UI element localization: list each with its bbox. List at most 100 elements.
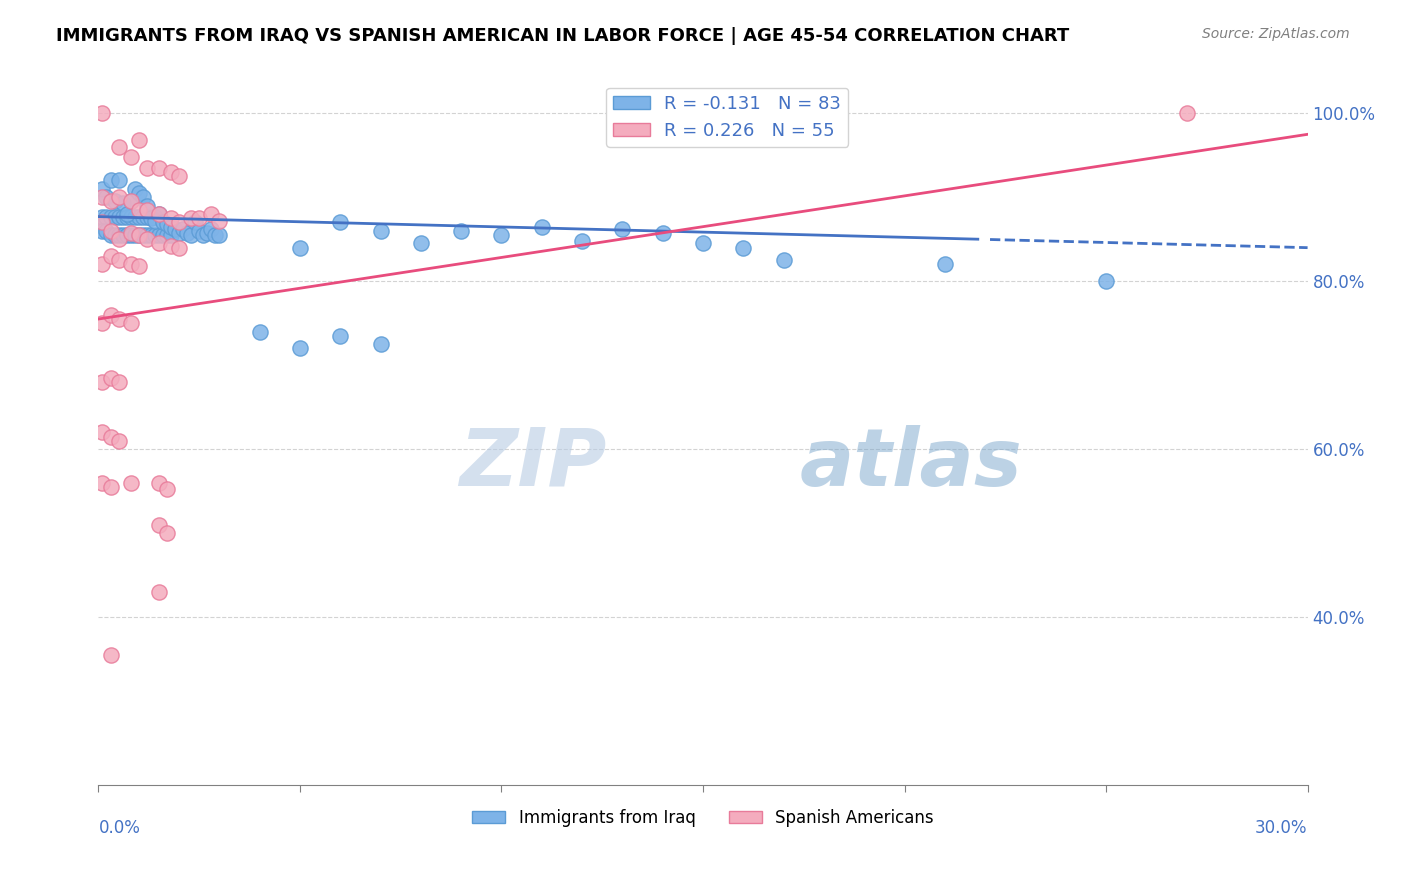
Point xyxy=(103,210,125,224)
Point xyxy=(91,316,114,330)
Point xyxy=(135,199,157,213)
Point xyxy=(91,475,114,490)
Point xyxy=(180,211,202,226)
Point xyxy=(128,228,150,243)
Point xyxy=(100,480,122,494)
Text: 30.0%: 30.0% xyxy=(1256,819,1308,837)
Point xyxy=(167,169,190,184)
Point xyxy=(288,241,311,255)
Point xyxy=(139,210,162,224)
Point xyxy=(208,214,231,228)
Point xyxy=(120,475,142,490)
Point xyxy=(96,210,118,224)
Point xyxy=(132,210,155,224)
Point xyxy=(107,140,129,154)
Point xyxy=(152,215,174,229)
Point xyxy=(204,228,226,243)
Point xyxy=(148,236,170,251)
Point xyxy=(100,429,122,443)
Point xyxy=(100,194,122,209)
Point xyxy=(156,217,179,231)
Point xyxy=(100,224,122,238)
Point xyxy=(188,224,211,238)
Point xyxy=(172,222,194,236)
Point xyxy=(200,207,222,221)
Point xyxy=(107,434,129,448)
Point xyxy=(96,224,118,238)
Point xyxy=(120,257,142,271)
Point xyxy=(128,133,150,147)
Point xyxy=(148,517,170,532)
Point xyxy=(115,210,138,224)
Point xyxy=(612,222,634,236)
Point xyxy=(156,228,179,243)
Point xyxy=(91,375,114,389)
Point xyxy=(107,253,129,268)
Point xyxy=(139,211,162,226)
Point xyxy=(651,226,673,240)
Point xyxy=(111,210,134,224)
Point xyxy=(91,425,114,440)
Point xyxy=(148,207,170,221)
Point xyxy=(143,214,166,228)
Point xyxy=(934,257,956,271)
Point xyxy=(91,190,114,204)
Point xyxy=(100,228,122,243)
Point xyxy=(249,325,271,339)
Point xyxy=(100,371,122,385)
Point xyxy=(124,182,146,196)
Point xyxy=(111,196,134,211)
Point xyxy=(107,210,129,224)
Point xyxy=(111,228,134,243)
Point xyxy=(91,257,114,271)
Point xyxy=(91,106,114,120)
Point xyxy=(135,210,157,224)
Point xyxy=(148,585,170,599)
Point xyxy=(128,210,150,224)
Point xyxy=(91,210,114,224)
Point xyxy=(491,228,513,243)
Point xyxy=(160,165,183,179)
Point xyxy=(100,249,122,263)
Text: Source: ZipAtlas.com: Source: ZipAtlas.com xyxy=(1202,27,1350,41)
Point xyxy=(107,173,129,187)
Point xyxy=(160,219,183,234)
Point xyxy=(120,194,142,209)
Point xyxy=(128,259,150,273)
Point xyxy=(107,375,129,389)
Point xyxy=(450,224,472,238)
Point xyxy=(370,337,392,351)
Text: IMMIGRANTS FROM IRAQ VS SPANISH AMERICAN IN LABOR FORCE | AGE 45-54 CORRELATION : IMMIGRANTS FROM IRAQ VS SPANISH AMERICAN… xyxy=(56,27,1070,45)
Point xyxy=(329,328,352,343)
Point xyxy=(329,215,352,229)
Point xyxy=(148,161,170,175)
Point xyxy=(132,228,155,243)
Legend: Immigrants from Iraq, Spanish Americans: Immigrants from Iraq, Spanish Americans xyxy=(465,803,941,834)
Point xyxy=(135,228,157,243)
Point xyxy=(107,312,129,326)
Point xyxy=(96,190,118,204)
Point xyxy=(107,232,129,246)
Point xyxy=(107,190,129,204)
Point xyxy=(120,150,142,164)
Point xyxy=(100,210,122,224)
Point xyxy=(409,236,432,251)
Point xyxy=(176,226,198,240)
Point xyxy=(530,219,553,234)
Point xyxy=(107,228,129,243)
Point xyxy=(772,253,794,268)
Text: 0.0%: 0.0% xyxy=(98,819,141,837)
Point xyxy=(103,194,125,209)
Point xyxy=(148,228,170,243)
Point xyxy=(100,173,122,187)
Point xyxy=(733,241,755,255)
Point xyxy=(193,228,215,243)
Point xyxy=(120,228,142,243)
Point xyxy=(1095,274,1118,288)
Point xyxy=(200,222,222,236)
Point xyxy=(91,224,114,238)
Point xyxy=(571,234,593,248)
Point xyxy=(195,226,218,240)
Point xyxy=(115,228,138,243)
Point xyxy=(135,161,157,175)
